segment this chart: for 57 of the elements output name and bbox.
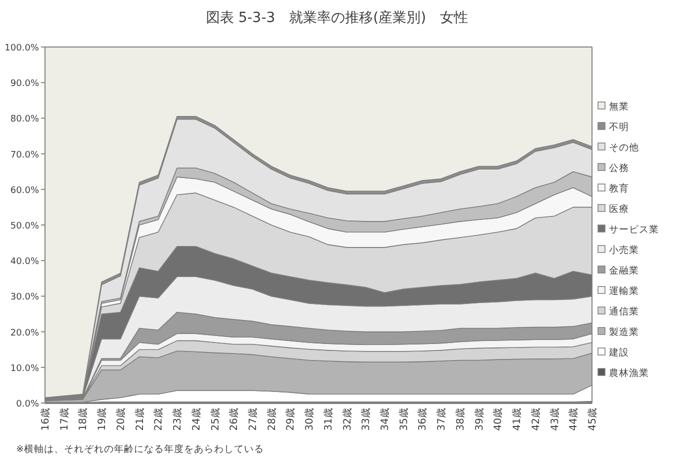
x-tick-label: 43歳 (548, 408, 561, 431)
x-tick-label: 35歳 (398, 408, 410, 431)
chart-title: 図表 5-3-3 就業率の推移(産業別) 女性 (206, 10, 468, 26)
x-tick-label: 44歳 (568, 408, 580, 431)
x-tick-label: 37歳 (436, 408, 448, 431)
x-tick-label: 16歳 (40, 408, 52, 431)
legend-label: 医療 (609, 203, 629, 215)
x-tick-label: 36歳 (416, 408, 429, 431)
y-tick-label: 90.0% (10, 79, 40, 90)
x-tick-label: 26歳 (228, 408, 240, 431)
legend-label: その他 (609, 142, 639, 154)
y-tick-label: 60.0% (10, 186, 40, 196)
y-tick-label: 40.0% (10, 257, 40, 268)
legend-label: 農林漁業 (609, 367, 649, 379)
x-tick-label: 40歳 (492, 408, 504, 431)
legend-label: 運輸業 (609, 285, 639, 297)
y-tick-label: 50.0% (10, 222, 40, 232)
x-tick-label: 21歳 (134, 408, 146, 431)
legend-label: 不明 (609, 122, 629, 133)
x-tick-label: 31歳 (322, 408, 334, 431)
x-tick-label: 22歳 (152, 408, 165, 431)
x-tick-label: 19歳 (96, 408, 108, 431)
x-tick-label: 30歳 (304, 408, 316, 431)
legend-label: 建設 (608, 346, 629, 358)
x-tick-label: 29歳 (284, 408, 297, 431)
text: ※横軸は、それぞれの年齢になる年度をあらわしている (16, 443, 264, 455)
y-tick-label: 30.0% (10, 292, 40, 303)
y-tick-label: 70.0% (10, 150, 40, 160)
x-tick-label: 20歳 (114, 408, 127, 431)
y-tick-label: 100.0% (4, 44, 40, 54)
x-tick-label: 18歳 (77, 408, 90, 431)
x-tick-label: 39歳 (473, 408, 486, 431)
x-tick-label: 32歳 (341, 408, 354, 431)
legend-label: 教育 (609, 182, 629, 194)
legend-label: 金融業 (609, 264, 639, 276)
legend-label: 製造業 (609, 326, 639, 338)
legend-label: 通信業 (609, 306, 639, 318)
y-tick-label: 80.0% (10, 114, 40, 125)
x-tick-label: 17歳 (58, 408, 70, 431)
legend-label: 小売業 (609, 244, 639, 256)
legend-label: サービス業 (609, 224, 659, 236)
x-tick-label: 33歳 (360, 408, 372, 431)
x-tick-label: 41歳 (511, 408, 524, 431)
x-tick-label: 24歳 (190, 408, 202, 431)
legend-label: 無業 (609, 100, 629, 112)
x-tick-label: 42歳 (530, 408, 542, 431)
x-tick-label: 45歳 (586, 408, 598, 431)
y-tick-label: 10.0% (10, 364, 40, 374)
x-tick-label: 23歳 (172, 408, 184, 431)
y-tick-label: 20.0% (10, 328, 40, 338)
x-tick-label: 34歳 (379, 408, 392, 431)
x-tick-label: 25歳 (209, 408, 222, 431)
x-tick-label: 27歳 (246, 408, 259, 431)
x-tick-label: 38歳 (454, 408, 466, 431)
legend-label: 公務 (609, 162, 629, 174)
x-tick-label: 28歳 (266, 408, 278, 431)
y-tick-label: 0.0% (16, 400, 40, 410)
